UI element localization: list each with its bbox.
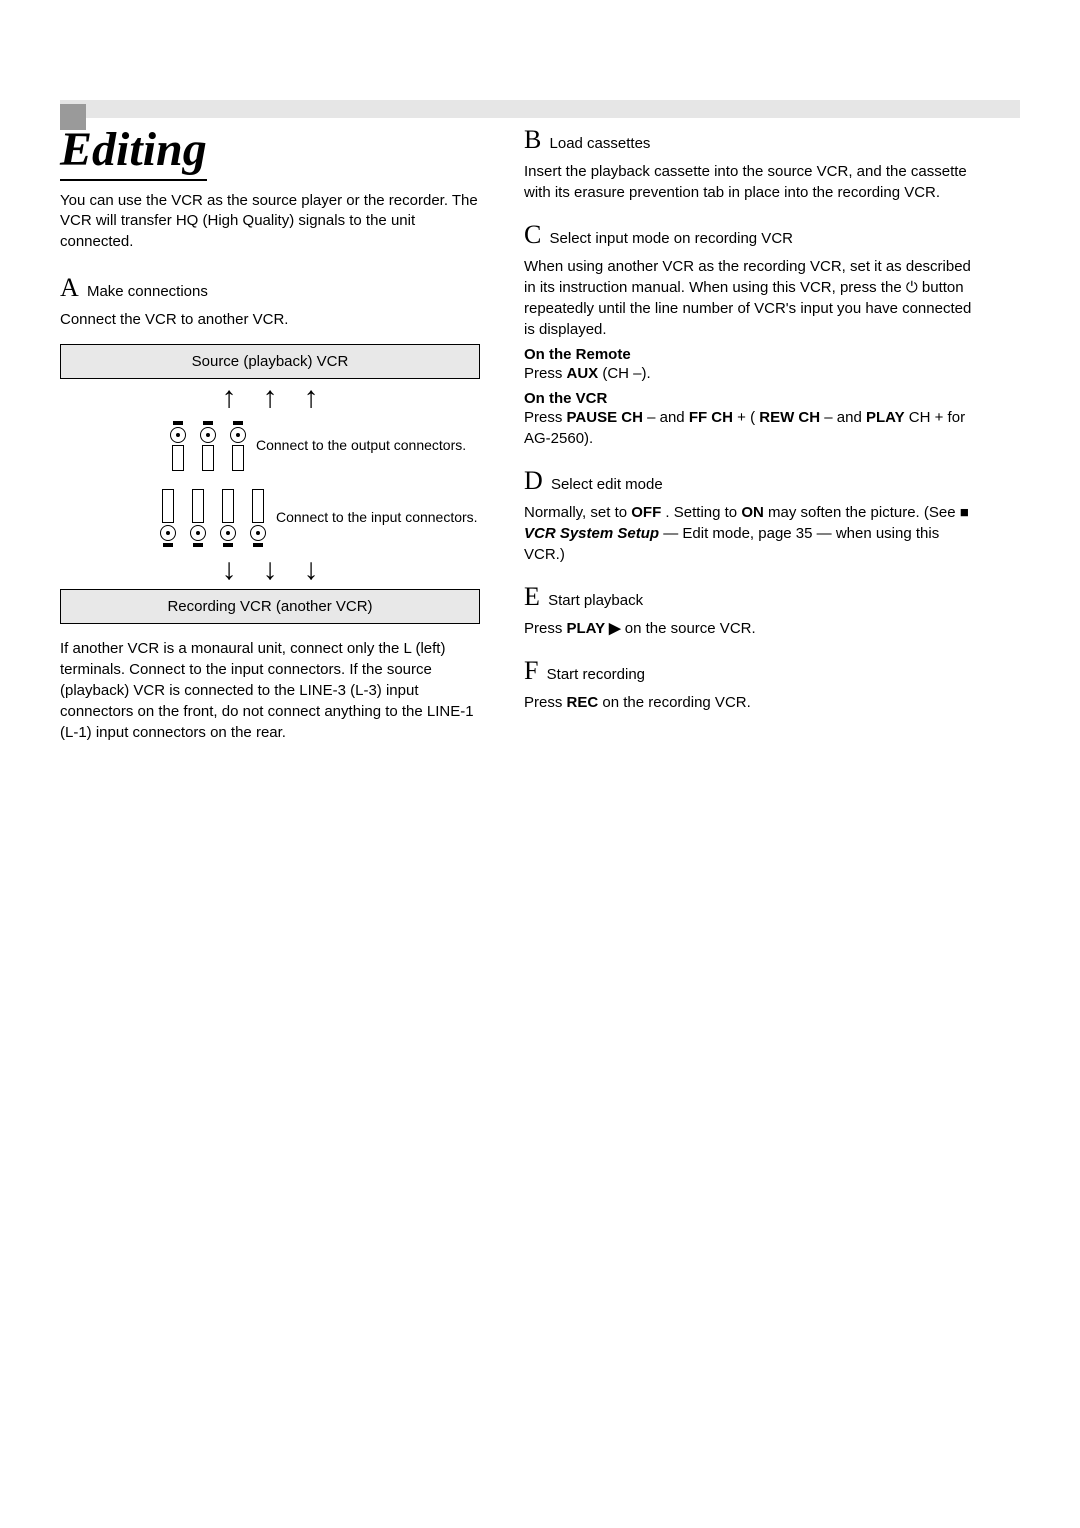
connection-diagram: Source (playback) VCR ↑ ↑ ↑ [60, 344, 480, 624]
remote-post: (CH –). [602, 365, 650, 382]
top-plugs-area: Connect to the output connectors. [60, 417, 480, 475]
step-a-title: Make connections [87, 283, 208, 300]
vcr-ff: FF CH [689, 409, 733, 426]
step-f-head: F Start recording [524, 653, 984, 688]
jack-icon [200, 421, 216, 471]
arrow-down-icon: ↓ [263, 555, 278, 585]
vcr-label: On the VCR [524, 390, 984, 407]
step-e-title: Start playback [548, 592, 643, 609]
arrow-up-icon: ↑ [304, 383, 319, 413]
columns: Editing You can use the VCR as the sourc… [60, 122, 1020, 743]
step-d-title: Select edit mode [551, 476, 663, 493]
e-play: PLAY ▶ [567, 620, 621, 637]
jack-icon [160, 489, 176, 547]
arrow-down-icon: ↓ [304, 555, 319, 585]
left-note: If another VCR is a monaural unit, conne… [60, 638, 480, 743]
left-column: Editing You can use the VCR as the sourc… [60, 122, 480, 743]
f-rec: REC [567, 694, 599, 711]
step-b-body: Insert the playback cassette into the so… [524, 161, 984, 203]
step-b: B Load cassettes Insert the playback cas… [524, 122, 984, 203]
diagram-box-top: Source (playback) VCR [60, 344, 480, 379]
step-f-body: Press REC on the recording VCR. [524, 692, 984, 713]
remote-body: Press AUX (CH –). [524, 363, 984, 384]
f-pre: Press [524, 694, 567, 711]
plug-label-top: Connect to the output connectors. [246, 436, 466, 455]
d-pre: Normally, set to [524, 504, 631, 521]
step-c-head: C Select input mode on recording VCR [524, 217, 984, 252]
step-f-title: Start recording [547, 666, 645, 683]
stop-icon: ■ [960, 504, 969, 521]
e-post: on the source VCR. [625, 620, 756, 637]
d-ref: VCR System Setup [524, 525, 659, 542]
arrow-up-icon: ↑ [263, 383, 278, 413]
step-c-title: Select input mode on recording VCR [550, 230, 793, 247]
vcr-rew: REW CH [759, 409, 820, 426]
step-a-body: Connect the VCR to another VCR. [60, 309, 480, 330]
vcr-body: Press PAUSE CH – and FF CH + ( REW CH – … [524, 407, 984, 449]
step-e: E Start playback Press PLAY ▶ on the sou… [524, 579, 984, 639]
jack-icon [190, 489, 206, 547]
step-b-head: B Load cassettes [524, 122, 984, 157]
step-b-letter: B [524, 122, 541, 157]
e-pre: Press [524, 620, 567, 637]
jack-icon [230, 421, 246, 471]
power-icon: ⏻ [906, 279, 918, 296]
intro-text: You can use the VCR as the source player… [60, 191, 480, 252]
vcr-pre: Press [524, 409, 567, 426]
header-band [60, 100, 1020, 118]
d-post: may soften the picture. (See [768, 504, 960, 521]
arrow-down-icon: ↓ [222, 555, 237, 585]
plug-label-bottom: Connect to the input connectors. [266, 508, 478, 527]
right-column: B Load cassettes Insert the playback cas… [524, 122, 984, 743]
step-c-letter: C [524, 217, 541, 252]
bottom-plugs-area: Connect to the input connectors. [60, 485, 480, 551]
f-post: on the recording VCR. [602, 694, 750, 711]
d-on: ON [741, 504, 764, 521]
step-c-text1: When using another VCR as the recording … [524, 258, 971, 296]
page-title: Editing [60, 122, 207, 181]
step-d-letter: D [524, 463, 543, 498]
step-f-letter: F [524, 653, 538, 688]
vcr-play: PLAY [866, 409, 905, 426]
step-c: C Select input mode on recording VCR Whe… [524, 217, 984, 449]
step-e-head: E Start playback [524, 579, 984, 614]
vcr-mid2: + ( [737, 409, 755, 426]
jack-icon [220, 489, 236, 547]
arrows-up: ↑ ↑ ↑ [60, 379, 480, 417]
step-a-letter: A [60, 270, 79, 305]
step-a-head: A Make connections [60, 270, 480, 305]
d-mid: . Setting to [665, 504, 741, 521]
jack-icon [170, 421, 186, 471]
step-b-title: Load cassettes [550, 135, 651, 152]
step-d-body: Normally, set to OFF . Setting to ON may… [524, 502, 984, 565]
remote-aux: AUX [567, 365, 599, 382]
diagram-box-bottom: Recording VCR (another VCR) [60, 589, 480, 624]
step-e-letter: E [524, 579, 540, 614]
step-e-body: Press PLAY ▶ on the source VCR. [524, 618, 984, 639]
vcr-mid1: – and [647, 409, 689, 426]
arrows-down: ↓ ↓ ↓ [60, 551, 480, 589]
step-f: F Start recording Press REC on the recor… [524, 653, 984, 713]
jack-icon [250, 489, 266, 547]
arrow-up-icon: ↑ [222, 383, 237, 413]
step-d: D Select edit mode Normally, set to OFF … [524, 463, 984, 565]
step-d-head: D Select edit mode [524, 463, 984, 498]
remote-pre: Press [524, 365, 567, 382]
vcr-mid3: – and [824, 409, 866, 426]
remote-label: On the Remote [524, 346, 984, 363]
d-off: OFF [631, 504, 661, 521]
step-c-body: When using another VCR as the recording … [524, 256, 984, 340]
step-a: A Make connections Connect the VCR to an… [60, 270, 480, 330]
vcr-pause: PAUSE CH [567, 409, 643, 426]
